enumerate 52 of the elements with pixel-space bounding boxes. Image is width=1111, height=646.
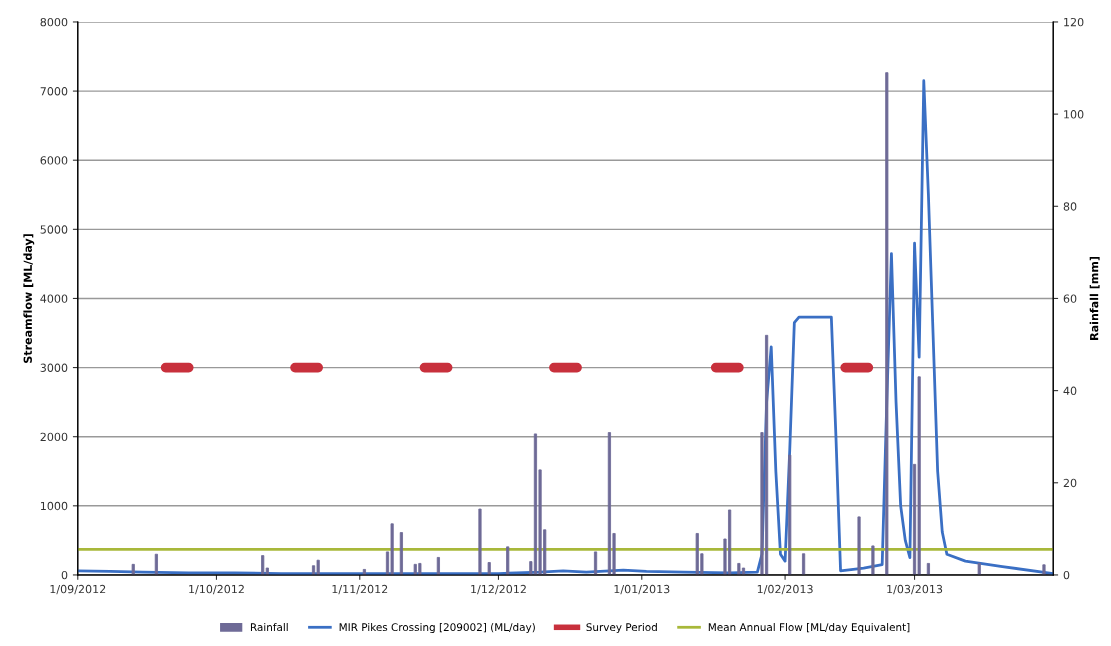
y-tick-label: 2000	[40, 432, 68, 442]
x-tick-label: 1/09/2012	[50, 584, 106, 595]
bar	[265, 567, 269, 575]
y2-axis-title: Rainfall [mm]	[1089, 256, 1100, 340]
legend-label: MIR Pikes Crossing [209002] (ML/day)	[339, 623, 535, 634]
legend-label: Rainfall	[250, 623, 288, 632]
y-tick-label: 1000	[40, 501, 68, 511]
bar	[506, 546, 510, 575]
bar	[316, 559, 320, 575]
y-tick-label: 5000	[40, 225, 68, 234]
bar	[436, 557, 440, 575]
x-tick-label: 1/03/2013	[887, 584, 943, 595]
y-tick-label: 3000	[40, 363, 68, 372]
y-axis-title: Streamflow [ML/day]	[23, 234, 35, 363]
y2-tick-label: 120	[1064, 17, 1084, 27]
bar	[131, 563, 135, 575]
bar	[885, 72, 889, 575]
bar	[478, 508, 482, 575]
y-tick-label: 0	[61, 570, 68, 580]
bar	[487, 562, 491, 575]
bar	[871, 545, 875, 575]
y2-tick-label: 20	[1063, 478, 1077, 488]
x-tick-label: 1/11/2012	[332, 584, 388, 595]
y-tick-label: 6000	[40, 156, 68, 165]
bar	[788, 454, 792, 575]
bar	[1042, 564, 1046, 575]
legend-label: Survey Period	[586, 623, 657, 634]
y2-tick-label: 80	[1063, 202, 1077, 211]
bar	[977, 563, 981, 575]
y-tick-label: 7000	[40, 87, 68, 96]
bar	[741, 567, 746, 575]
y-tick-label: 8000	[40, 17, 68, 27]
bar	[390, 523, 394, 575]
bar	[802, 553, 806, 575]
bar	[261, 555, 265, 575]
y2-tick-label: 0	[1063, 570, 1070, 580]
bar	[593, 551, 598, 575]
x-tick-label: 1/10/2012	[189, 584, 244, 595]
y-tick-label: 4000	[40, 294, 68, 303]
bar	[154, 553, 158, 575]
bar	[737, 563, 741, 575]
y2-tick-label: 40	[1063, 386, 1077, 395]
x-tick-label: 1/01/2013	[614, 584, 670, 595]
x-tick-label: 1/02/2013	[757, 584, 813, 595]
x-tick-label: 1/12/2012	[471, 584, 526, 595]
y2-tick-label: 60	[1063, 294, 1077, 303]
bar	[857, 516, 861, 575]
bar	[917, 376, 921, 575]
bar	[399, 532, 403, 575]
legend-label: Mean Annual Flow [ML/day Equivalent]	[708, 623, 910, 634]
bar	[533, 433, 538, 575]
y2-tick-label: 100	[1064, 110, 1084, 119]
